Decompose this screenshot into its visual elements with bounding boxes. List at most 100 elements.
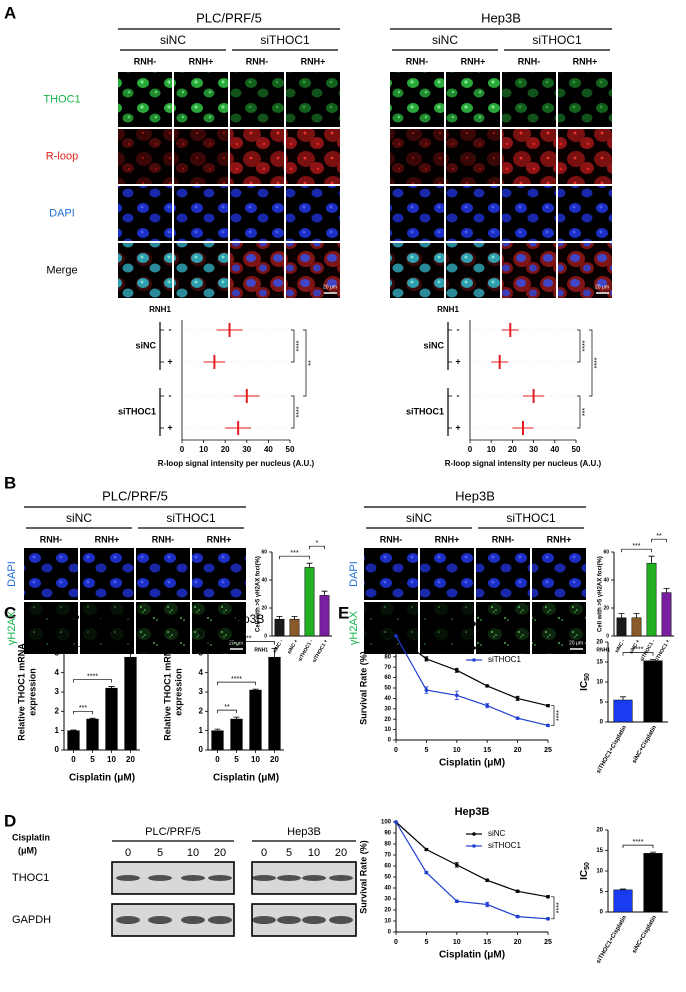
x-tick-label: 0	[394, 747, 398, 754]
x-tick-label: 30	[242, 445, 251, 454]
y-tick-label: 6	[55, 629, 60, 638]
legend-marker	[472, 844, 476, 848]
y-tick-label: 70	[384, 665, 391, 671]
group-label: siNC	[135, 340, 156, 350]
y-axis-title: IC50	[579, 673, 591, 691]
blot-band	[329, 875, 353, 881]
row-label: γH2AX	[6, 610, 18, 645]
x-tick-label: 0	[180, 445, 185, 454]
point	[546, 723, 550, 728]
error-bar	[271, 648, 278, 658]
micrograph	[230, 186, 284, 241]
micrograph	[80, 602, 134, 654]
cell-line-title: PLC/PRF/5	[145, 826, 201, 838]
x-tick-label: 15	[483, 747, 491, 754]
micrograph	[446, 186, 500, 241]
y-tick-label: +	[167, 422, 172, 432]
error-bar	[108, 686, 115, 689]
cell-line-title: Hep3B	[455, 488, 495, 503]
significance-bracket	[73, 645, 131, 650]
y-tick-label: 5	[600, 700, 604, 706]
error-bar	[214, 728, 221, 731]
micrograph	[192, 602, 246, 654]
error-bar	[321, 590, 328, 596]
significance-label: ***	[290, 550, 298, 557]
error-bar	[127, 652, 134, 658]
y-tick-label: 50	[384, 686, 391, 692]
micrograph	[420, 602, 474, 654]
micrograph	[476, 548, 530, 600]
condition-label: RNH-	[152, 534, 175, 544]
y-axis-title: Cell with >5 γH2AX foci(%)	[256, 556, 262, 632]
group-label: siTHOC1	[260, 33, 310, 47]
y-tick-label: 0	[55, 745, 60, 754]
condition-label: RNH-	[246, 56, 269, 66]
cell-line-title: PLC/PRF/5	[102, 488, 168, 503]
significance-bracket	[217, 709, 237, 714]
error-bar	[233, 716, 240, 720]
y-tick-label: 5	[55, 648, 60, 657]
y-tick-label: 10	[384, 919, 391, 925]
y-tick-label: 70	[384, 853, 391, 859]
significance-label: ****	[556, 710, 563, 721]
y-tick-label: 15	[596, 660, 603, 666]
blot-band	[302, 916, 326, 924]
condition-label: RNH-	[406, 56, 429, 66]
point	[424, 657, 429, 661]
y-axis-title: Relative THOC1 mRNA	[162, 643, 172, 741]
micrograph	[286, 186, 340, 241]
significance-bracket	[303, 329, 307, 397]
condition-label: RNH-	[380, 534, 403, 544]
blot-band	[252, 875, 276, 881]
condition-label: RNH+	[547, 534, 572, 544]
micrograph	[446, 72, 500, 127]
y-tick-label: 3	[55, 687, 60, 696]
y-tick-label: 100	[381, 820, 392, 826]
legend-marker	[472, 658, 476, 662]
error-bar	[70, 729, 77, 731]
x-tick-label: 0	[468, 445, 473, 454]
x-tick-label: 20	[508, 445, 517, 454]
y-axis-title: Relative THOC1 mRNA	[16, 643, 26, 741]
error-bar	[291, 616, 298, 620]
micrograph	[390, 72, 444, 127]
micrograph	[174, 186, 228, 241]
y-tick-label: -	[457, 324, 460, 334]
bar	[230, 718, 243, 751]
significance-label: ****	[231, 676, 242, 683]
micrograph	[532, 602, 586, 654]
point	[485, 878, 490, 883]
blot-band	[181, 916, 205, 924]
micrograph	[502, 243, 556, 298]
significance-bracket	[621, 548, 652, 553]
error-bar	[663, 588, 670, 593]
x-axis-title: Cisplatin (μM)	[69, 773, 135, 784]
x-axis-title: R-loop signal intensity per nucleus (A.U…	[158, 459, 315, 468]
significance-label: ****	[296, 406, 303, 417]
micrograph	[502, 72, 556, 127]
y-tick-label: +	[455, 422, 460, 432]
row-label: DAPI	[348, 561, 360, 587]
legend-marker	[472, 646, 476, 650]
point	[485, 684, 490, 688]
micrograph	[286, 72, 340, 127]
bar	[249, 689, 262, 751]
significance-label: **	[224, 704, 230, 711]
y-tick-label: -	[169, 324, 172, 334]
x-tick-label: 50	[572, 445, 581, 454]
significance-bracket	[291, 329, 295, 363]
micrograph	[118, 186, 172, 241]
significance-label: ****	[633, 839, 644, 846]
bar	[67, 730, 80, 751]
condition-label: RNH+	[207, 534, 232, 544]
blot-band	[329, 916, 353, 924]
group-label: siTHOC1	[166, 511, 216, 525]
chart-title: Hep3B	[455, 806, 490, 818]
series-line	[395, 635, 549, 727]
significance-bracket	[217, 641, 275, 645]
x-tick-label: 10	[453, 747, 461, 754]
row-label: DAPI	[6, 561, 18, 587]
significance-bracket	[551, 705, 555, 726]
error-bar	[620, 888, 626, 890]
significance-label: ****	[556, 902, 563, 913]
